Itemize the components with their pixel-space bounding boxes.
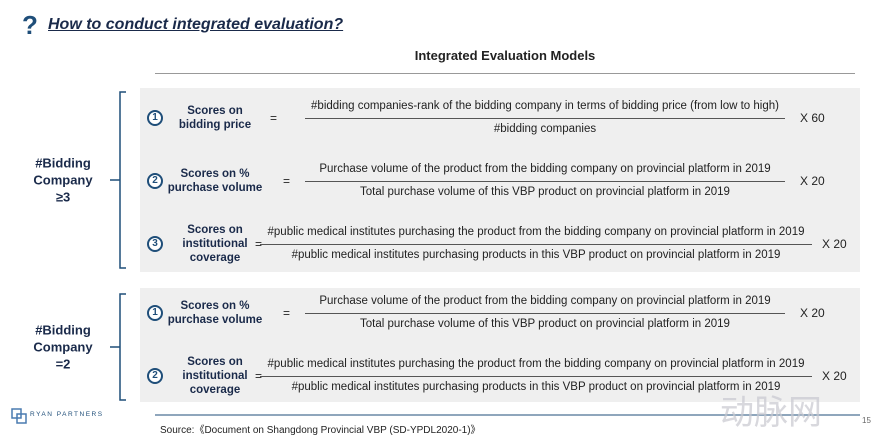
fraction-line [305,313,785,314]
multiplier: X 20 [800,306,825,320]
denominator: #public medical institutes purchasing pr… [291,249,781,261]
step-number: 2 [147,368,163,384]
denominator: Total purchase volume of this VBP produc… [360,186,730,198]
numerator: Purchase volume of the product from the … [319,163,771,175]
multiplier: X 60 [800,111,825,125]
question-icon: ? [22,10,38,40]
numerator: #public medical institutes purchasing th… [267,226,805,238]
logo-mark [16,413,27,424]
fraction-line [305,181,785,182]
equals: = [283,306,291,320]
denominator: #public medical institutes purchasing pr… [291,381,781,393]
fraction-line [260,376,812,377]
page-number: 15 [862,416,871,425]
divider [155,73,855,74]
numerator: #public medical institutes purchasing th… [267,358,805,370]
score-name: Scores on % purchase volume [167,300,263,326]
score-name: Scores on bidding price [178,105,252,131]
multiplier: X 20 [800,174,825,188]
multiplier: X 20 [822,369,847,383]
step-number: 1 [147,305,163,321]
equals: = [270,111,278,125]
fraction-line [260,244,812,245]
bracket [110,91,126,269]
title: How to conduct integrated evaluation? [48,16,344,33]
group-label: #Bidding Company ≥3 [33,155,93,205]
numerator: Purchase volume of the product from the … [319,295,771,307]
multiplier: X 20 [822,237,847,251]
step-number: 2 [147,173,163,189]
subtitle: Integrated Evaluation Models [414,48,596,63]
bracket [110,293,126,401]
score-name: Scores on % purchase volume [167,168,263,194]
panel [140,288,860,402]
group-label: #Bidding Company =2 [33,322,93,372]
step-number: 3 [147,236,163,252]
step-number: 1 [147,110,163,126]
equals: = [255,369,263,383]
denominator: #bidding companies [493,123,597,135]
equals: = [283,174,291,188]
fraction-line [305,118,785,119]
numerator: #bidding companies-rank of the bidding c… [311,100,779,112]
score-name: Scores on institutional coverage [182,356,248,396]
denominator: Total purchase volume of this VBP produc… [360,318,730,330]
source: Source:《Document on Shangdong Provincial… [160,425,481,436]
watermark: 动脉网 [720,394,822,432]
score-name: Scores on institutional coverage [182,224,248,264]
logo: RYAN PARTNERS [30,411,104,418]
equals: = [255,237,263,251]
